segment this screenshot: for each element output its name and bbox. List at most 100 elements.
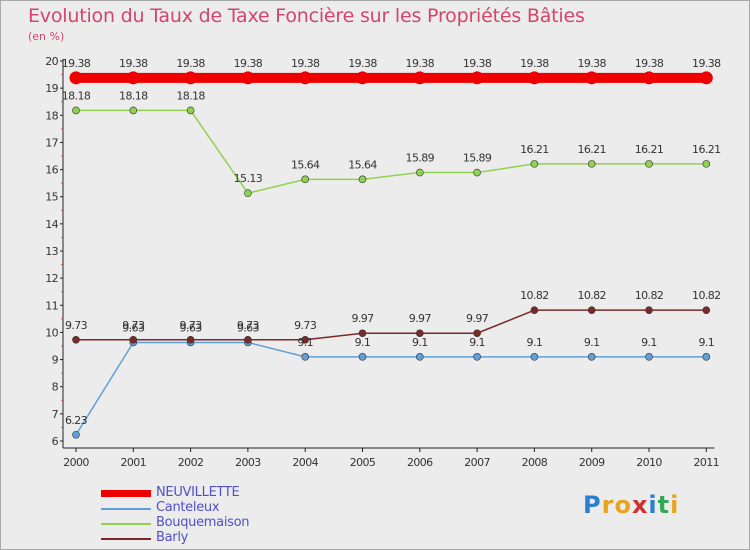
x-tick-label: 2006 — [407, 456, 433, 469]
x-tick-label: 2007 — [464, 456, 490, 469]
y-tick-label: 9 — [52, 354, 59, 367]
legend-label: Canteleux — [156, 500, 220, 515]
legend-label: Barly — [156, 530, 189, 545]
y-tick-label: 15 — [45, 191, 58, 204]
data-label: 19.38 — [62, 57, 91, 70]
data-label: 19.38 — [119, 57, 148, 70]
data-point — [413, 71, 427, 85]
series-line-canteleux — [75, 341, 708, 436]
y-tick-label: 18 — [45, 109, 58, 122]
data-label: 10.82 — [692, 289, 721, 302]
data-point — [358, 353, 367, 361]
data-point — [129, 106, 138, 115]
legend-swatch — [101, 538, 151, 540]
y-tick-label: 11 — [45, 299, 58, 312]
logo-letter: r — [601, 491, 615, 519]
data-point — [358, 175, 367, 184]
x-tick-label: 2008 — [522, 456, 548, 469]
data-point — [645, 353, 653, 361]
data-point — [415, 329, 424, 338]
series-line-barly — [75, 309, 708, 341]
data-label: 16.21 — [692, 143, 721, 156]
proxiti-logo: Proxiti — [583, 491, 679, 519]
logo-letter: t — [657, 491, 671, 519]
data-label: 9.63 — [180, 321, 203, 334]
data-label: 9.1 — [469, 336, 485, 349]
data-label: 10.82 — [520, 289, 549, 302]
series-line-bouquemaison — [75, 109, 708, 194]
data-label: 9.63 — [237, 321, 260, 334]
data-label: 15.64 — [348, 158, 377, 171]
data-point — [415, 353, 424, 361]
data-label: 19.38 — [520, 57, 549, 70]
data-point — [699, 71, 713, 85]
x-tick-label: 2004 — [292, 456, 318, 469]
data-label: 10.82 — [577, 289, 606, 302]
data-label: 15.13 — [234, 172, 263, 185]
data-point — [301, 353, 310, 361]
logo-letter: o — [614, 491, 632, 519]
y-tick-label: 12 — [45, 272, 58, 285]
data-label: 19.38 — [577, 57, 606, 70]
data-point — [473, 168, 481, 177]
data-label: 15.64 — [291, 158, 320, 171]
legend-swatch — [101, 523, 151, 525]
data-point — [527, 71, 541, 85]
data-point — [587, 353, 596, 361]
data-label: 9.1 — [355, 336, 371, 349]
data-label: 19.38 — [176, 57, 205, 70]
data-label: 16.21 — [635, 143, 664, 156]
data-point — [473, 329, 481, 338]
data-label: 19.38 — [234, 57, 263, 70]
x-tick-label: 2003 — [235, 456, 261, 469]
y-tick-label: 8 — [52, 381, 59, 394]
y-tick-label: 19 — [45, 82, 58, 95]
data-point — [473, 353, 481, 361]
data-point — [702, 160, 711, 168]
data-label: 9.1 — [297, 336, 313, 349]
data-point — [585, 71, 599, 85]
data-point — [702, 353, 711, 361]
data-point — [642, 71, 656, 85]
data-label: 9.97 — [351, 312, 374, 325]
x-tick-label: 2000 — [63, 456, 89, 469]
data-label: 9.1 — [412, 336, 428, 349]
y-tick-label: 16 — [45, 164, 58, 177]
data-point — [298, 71, 312, 85]
data-label: 18.18 — [119, 89, 148, 102]
y-tick-label: 6 — [52, 435, 59, 448]
data-label: 19.38 — [635, 57, 664, 70]
data-label: 9.1 — [641, 336, 657, 349]
y-tick-label: 13 — [45, 245, 58, 258]
data-label: 18.18 — [176, 89, 205, 102]
data-label: 15.89 — [406, 152, 435, 165]
y-tick-label: 20 — [45, 55, 58, 68]
data-label: 19.38 — [291, 57, 320, 70]
unit-label: (en %) — [28, 30, 65, 43]
data-point — [530, 306, 539, 314]
legend-swatch — [101, 508, 151, 510]
data-point — [301, 335, 310, 344]
data-label: 9.73 — [65, 319, 88, 332]
data-point — [69, 71, 83, 85]
logo-letter: i — [648, 491, 658, 519]
data-point — [530, 160, 539, 168]
data-label: 9.63 — [122, 321, 145, 334]
data-point — [72, 430, 80, 439]
legend-swatch — [101, 490, 151, 497]
data-point — [356, 71, 369, 85]
data-point — [301, 175, 310, 184]
data-label: 9.1 — [527, 336, 543, 349]
legend-label: Bouquemaison — [156, 515, 250, 530]
x-tick-label: 2001 — [120, 456, 146, 469]
legend-label: NEUVILLETTE — [156, 485, 240, 500]
data-point — [702, 306, 711, 314]
data-label: 6.23 — [65, 414, 88, 427]
data-point — [241, 71, 255, 85]
data-point — [530, 353, 539, 361]
data-point — [587, 160, 596, 168]
y-tick-label: 14 — [45, 218, 58, 231]
x-tick-label: 2010 — [636, 456, 662, 469]
